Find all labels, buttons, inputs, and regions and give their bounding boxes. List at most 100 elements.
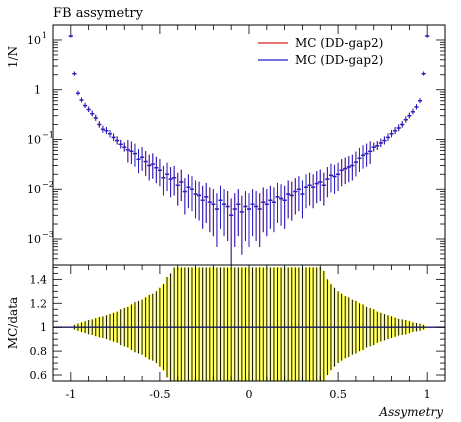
data-point [293,178,298,215]
data-point [236,189,241,237]
data-point [154,156,159,184]
data-point [189,176,194,212]
data-point [286,180,291,219]
data-point [257,193,262,247]
data-point [229,198,234,265]
y-tick-exponent: 1 [42,31,47,40]
data-point [400,121,405,128]
data-point [407,112,412,119]
data-point [364,143,369,167]
data-point [136,148,141,174]
ratio-bin [215,267,219,381]
ratio-bin [315,267,319,381]
ratio-bin [304,267,308,381]
y-tick-label: 10 [27,133,41,146]
ratio-bin [240,267,244,381]
data-point [357,147,362,172]
y-tick-label: 1 [34,84,41,97]
ratio-y-tick-label: 1.2 [30,297,48,310]
data-point [410,108,415,115]
data-point [321,172,326,206]
ratio-y-axis-label: MC/data [6,297,20,349]
data-point [140,146,145,171]
data-point [175,172,180,206]
y-tick-label: 10 [27,34,41,47]
data-point [108,129,113,138]
ratio-y-tick-label: 1.4 [30,273,48,286]
data-point [282,185,287,229]
ratio-bin [179,267,183,381]
data-point [68,34,73,38]
ratio-bin [247,267,251,381]
data-point [83,102,88,109]
ratio-bin [297,267,301,381]
ratio-panel: 0.6 0.8 1 1.2 1.4 -1 -0.5 0 0.5 1 MC/data Assymet… [6,264,446,419]
data-point [361,145,366,169]
legend-label-blue: MC (DD-gap2) [295,53,383,67]
ratio-bin [190,267,194,381]
ratio-bin [318,267,322,381]
ratio-bin [226,267,230,381]
data-point [353,151,358,177]
ratio-bin [322,270,326,381]
data-point [118,139,123,149]
data-point [418,98,423,104]
ratio-bin [229,267,233,381]
ratio-bin [301,267,304,381]
data-point [200,185,205,229]
ratio-bin [308,267,312,381]
ratio-y-tick-label: 1 [40,321,47,334]
data-point [147,154,152,181]
data-point [97,121,102,128]
ratio-bin [293,267,297,381]
data-point [300,180,305,219]
data-point [132,143,137,167]
data-point [239,195,244,255]
ratio-bin [254,267,258,381]
data-point [93,114,98,121]
ratio-y-tick-label: 0.6 [30,369,48,382]
ratio-bin [272,267,276,381]
data-point [214,193,219,247]
ratio-bin [244,267,247,381]
data-point [75,90,80,96]
data-point [161,165,166,196]
data-point [318,169,323,202]
y-tick-exponent: −3 [42,230,54,239]
legend: MC (DD-gap2) MC (DD-gap2) [258,36,383,67]
x-tick-label: 1 [424,388,431,401]
y-tick-label: 10 [27,233,41,246]
data-point [346,156,351,183]
x-tick-label: -0.5 [149,388,170,401]
ratio-bin [261,267,265,381]
x-tick-label: 0 [246,388,253,401]
data-point [311,174,316,209]
data-point [378,138,383,148]
data-point [403,116,408,123]
data-point [79,97,84,103]
data-point [115,136,120,145]
data-point [350,154,355,181]
ratio-bin [283,267,287,381]
data-point [72,71,77,76]
data-point [243,191,248,241]
y-tick-exponent: −2 [42,180,54,189]
data-point [172,165,177,196]
data-point [100,125,105,133]
data-point [186,174,191,209]
y-tick-label: 10 [27,183,41,196]
ratio-bin [279,267,283,381]
data-point [218,185,223,229]
data-point [222,189,227,237]
data-point [393,127,398,135]
ratio-bin [201,267,205,381]
data-point [225,191,230,241]
data-point [261,187,266,233]
ratio-bin [208,267,212,381]
data-point [396,124,401,132]
data-point [204,182,209,223]
data-point [143,151,148,176]
ratio-bin [311,267,315,381]
